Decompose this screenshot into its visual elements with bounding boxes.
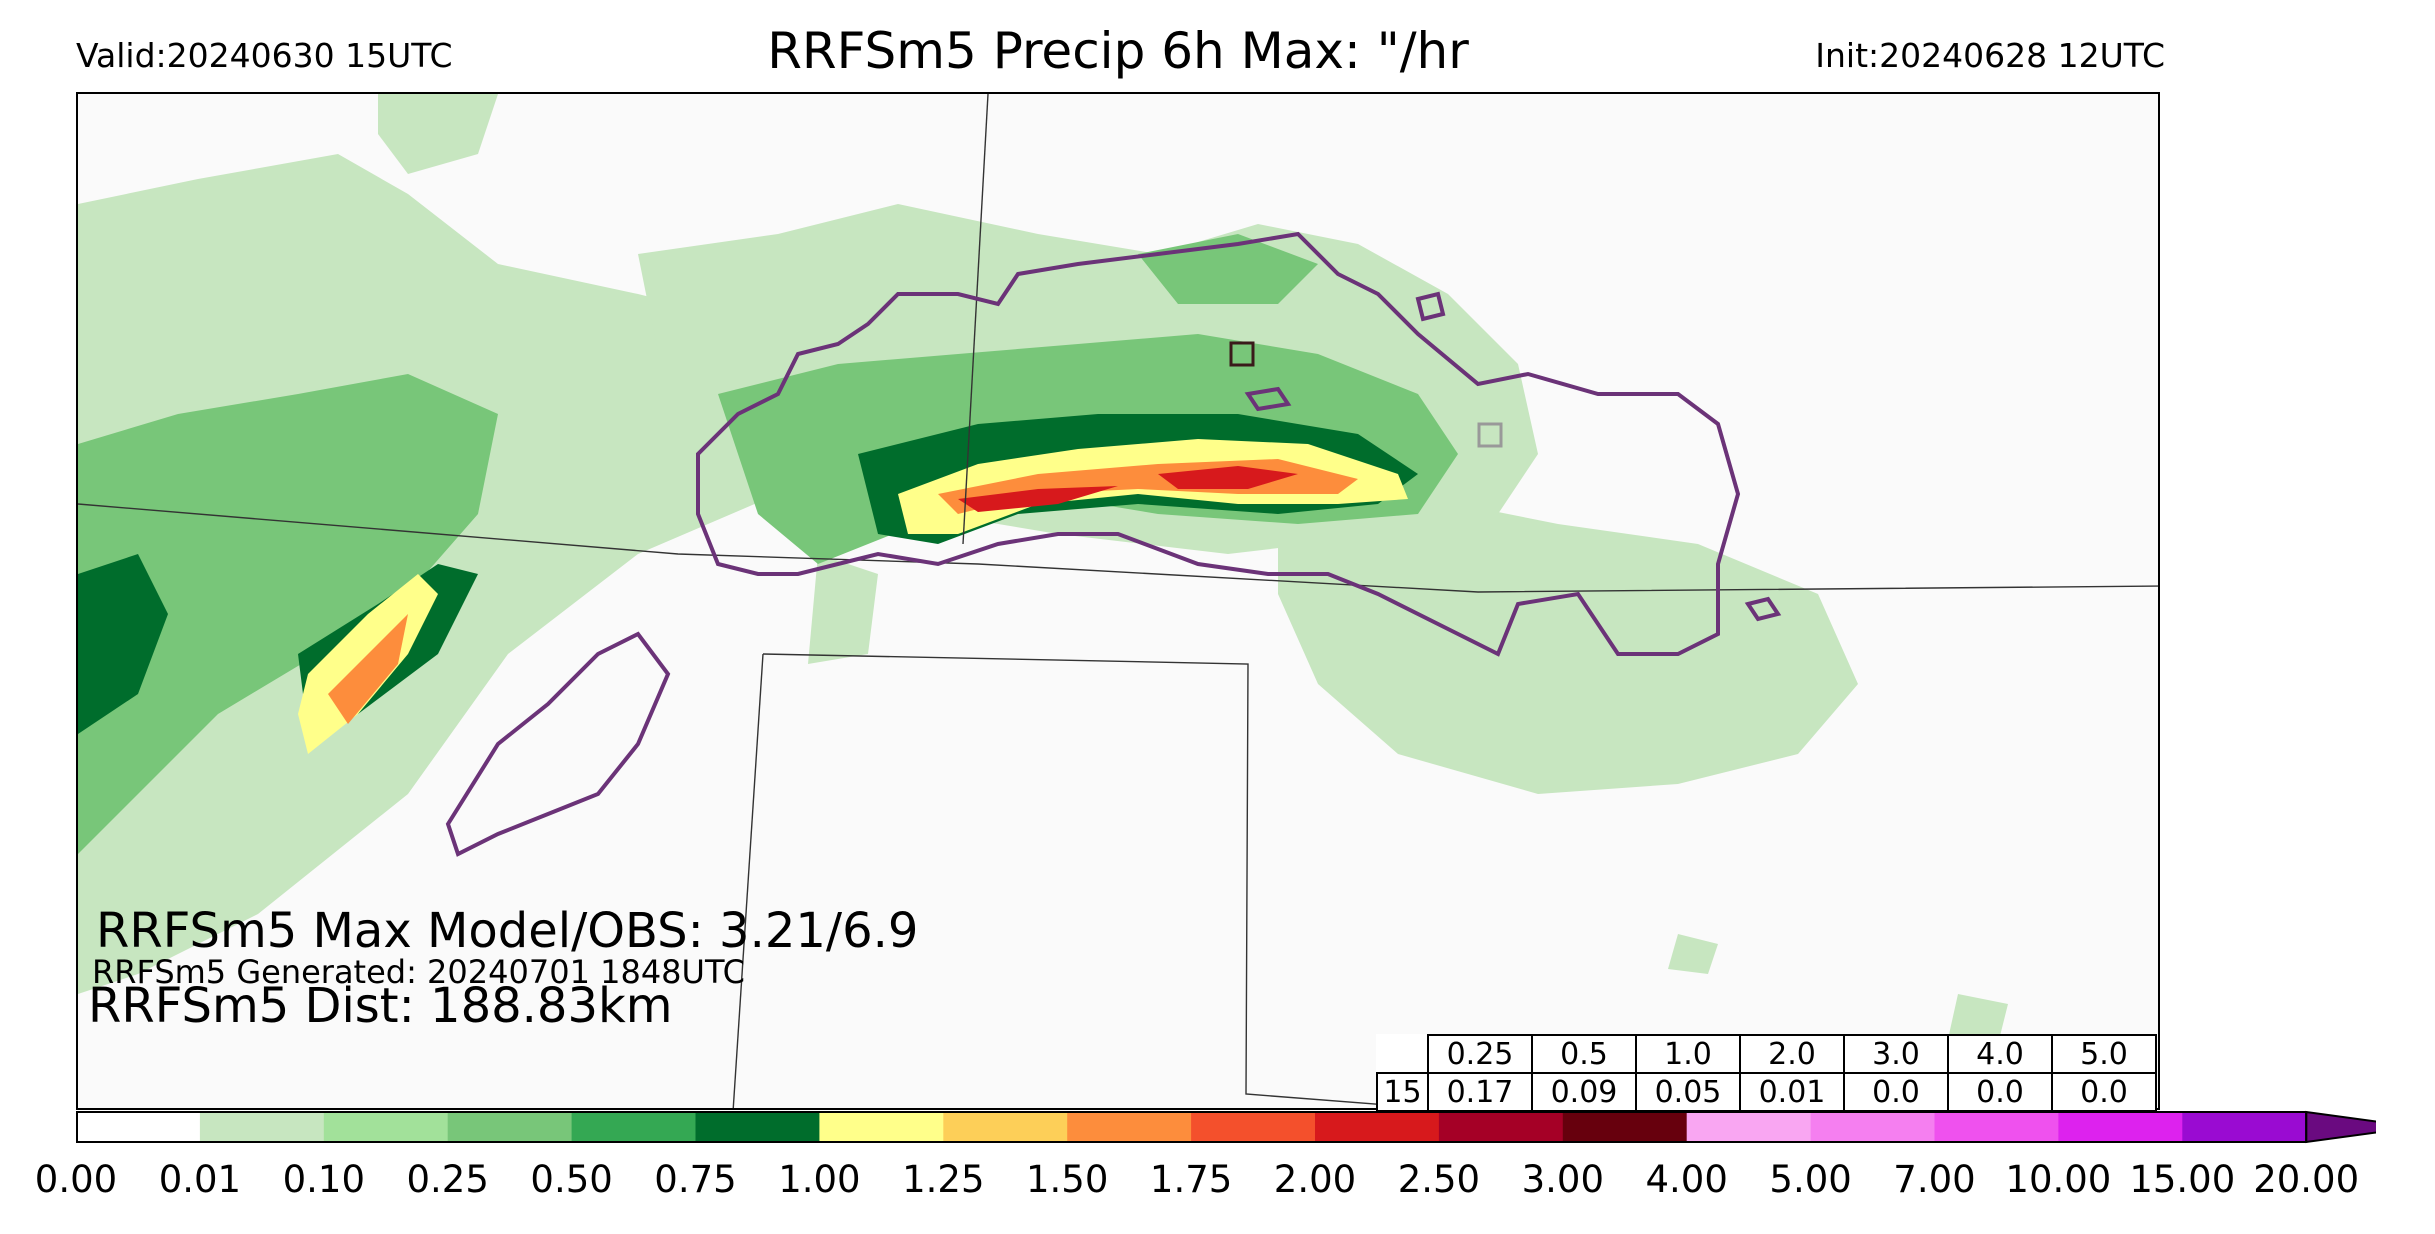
- colorbar-tick-label: 5.00: [1769, 1158, 1852, 1201]
- colorbar-swatch: [1562, 1112, 1688, 1142]
- colorbar-tick-label: 0.75: [654, 1158, 737, 1201]
- valid-time: Valid:20240630 15UTC: [76, 36, 453, 75]
- colorbar-swatch: [447, 1112, 573, 1142]
- colorbar-swatch: [1810, 1112, 1935, 1142]
- threshold-cell: 0.5: [1531, 1034, 1637, 1074]
- value-cell: 0.01: [1739, 1072, 1845, 1112]
- model-max-box: [1477, 422, 1503, 448]
- value-cell: 0.05: [1635, 1072, 1741, 1112]
- colorbar-tick-label: 7.00: [1893, 1158, 1976, 1201]
- colorbar-swatch: [2058, 1112, 2183, 1142]
- score-table-value-row: 15 0.17 0.09 0.05 0.01 0.0 0.0 0.0: [1376, 1072, 2157, 1112]
- colorbar-swatch: [199, 1112, 325, 1142]
- colorbar-tick-label: 0.01: [158, 1158, 242, 1201]
- row-label-cell: 15: [1376, 1072, 1429, 1112]
- colorbar: [76, 1110, 2376, 1144]
- colorbar-swatch: [943, 1112, 1068, 1142]
- colorbar-tick-label: 20.00: [2253, 1158, 2360, 1201]
- colorbar-swatch: [1191, 1112, 1316, 1142]
- threshold-cell: 2.0: [1739, 1034, 1845, 1074]
- threshold-cell: 4.0: [1947, 1034, 2053, 1074]
- colorbar-swatch: [1438, 1112, 1564, 1142]
- colorbar-tick-label: 0.25: [406, 1158, 489, 1201]
- value-cell: 0.0: [1947, 1072, 2053, 1112]
- colorbar-tick-label: 0.50: [530, 1158, 613, 1201]
- value-cell: 0.09: [1531, 1072, 1637, 1112]
- precip-red: [958, 466, 1298, 512]
- chart-title: RRFSm5 Precip 6h Max: "/hr: [767, 22, 1469, 80]
- precip-field: [78, 94, 2158, 1108]
- colorbar-tick-label: 4.00: [1645, 1158, 1728, 1201]
- init-time: Init:20240628 12UTC: [1815, 36, 2165, 75]
- colorbar-tick-label: 0.00: [34, 1158, 118, 1201]
- colorbar-tick-label: 0.10: [282, 1158, 365, 1201]
- threshold-cell: 3.0: [1843, 1034, 1949, 1074]
- observed-contour: [445, 231, 1782, 857]
- colorbar-tick-label: 2.50: [1397, 1158, 1481, 1201]
- value-cell: 0.0: [2051, 1072, 2157, 1112]
- colorbar-swatch: [571, 1112, 696, 1142]
- colorbar-extend-arrow: [2305, 1110, 2376, 1144]
- score-table-header-row: 0.25 0.5 1.0 2.0 3.0 4.0 5.0: [1377, 1034, 2157, 1074]
- colorbar-swatch: [76, 1112, 201, 1142]
- colorbar-tick-label: 1.25: [902, 1158, 985, 1201]
- generated-text: RRFSm5 Generated: 20240701 1848UTC: [92, 953, 745, 991]
- colorbar-tick-label: 1.00: [778, 1158, 861, 1201]
- colorbar-tick-label: 2.00: [1273, 1158, 1357, 1201]
- score-table: 0.25 0.5 1.0 2.0 3.0 4.0 5.0 15 0.17 0.0…: [1376, 1034, 2157, 1112]
- score-table-corner: [1377, 1035, 1428, 1073]
- precip-map: [76, 92, 2160, 1110]
- colorbar-tick-label: 15.00: [2129, 1158, 2236, 1201]
- colorbar-swatch: [819, 1112, 944, 1142]
- threshold-cell: 5.0: [2051, 1034, 2157, 1074]
- colorbar-tick-label: 10.00: [2005, 1158, 2112, 1201]
- value-cell: 0.0: [1843, 1072, 1949, 1112]
- colorbar-swatch: [1686, 1112, 1812, 1142]
- colorbar-tick-label: 3.00: [1521, 1158, 1604, 1201]
- colorbar-outline: [76, 1111, 2308, 1143]
- distance-text: RRFSm5 Dist: 188.83km: [88, 978, 673, 1034]
- colorbar-tick-label: 1.75: [1149, 1158, 1233, 1201]
- threshold-cell: 0.25: [1427, 1034, 1533, 1074]
- max-model-obs-text: RRFSm5 Max Model/OBS: 3.21/6.9: [96, 903, 919, 959]
- observed-max-box: [1229, 341, 1255, 367]
- colorbar-swatch: [1067, 1112, 1192, 1142]
- value-cell: 0.17: [1427, 1072, 1533, 1112]
- colorbar-swatch: [1934, 1112, 2059, 1142]
- colorbar-swatch: [2182, 1112, 2307, 1142]
- colorbar-swatch: [1315, 1112, 1440, 1142]
- colorbar-swatch: [695, 1112, 820, 1142]
- colorbar-swatch: [323, 1112, 449, 1142]
- threshold-cell: 1.0: [1635, 1034, 1741, 1074]
- state-borders: [78, 94, 2158, 1108]
- colorbar-tick-label: 1.50: [1025, 1158, 1109, 1201]
